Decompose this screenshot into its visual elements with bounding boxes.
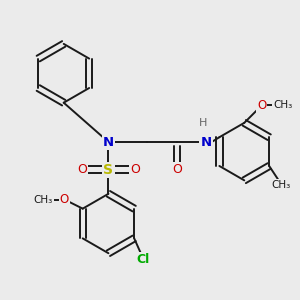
Text: Cl: Cl: [136, 253, 150, 266]
Text: CH₃: CH₃: [34, 195, 53, 205]
Text: O: O: [77, 163, 87, 176]
Text: CH₃: CH₃: [272, 180, 291, 190]
Text: O: O: [257, 99, 266, 112]
Text: O: O: [60, 193, 69, 206]
Text: O: O: [130, 163, 140, 176]
Text: S: S: [103, 163, 113, 177]
Text: N: N: [103, 136, 114, 148]
Text: O: O: [172, 163, 182, 176]
Text: H: H: [199, 118, 207, 128]
Text: N: N: [200, 136, 211, 148]
Text: CH₃: CH₃: [273, 100, 292, 110]
